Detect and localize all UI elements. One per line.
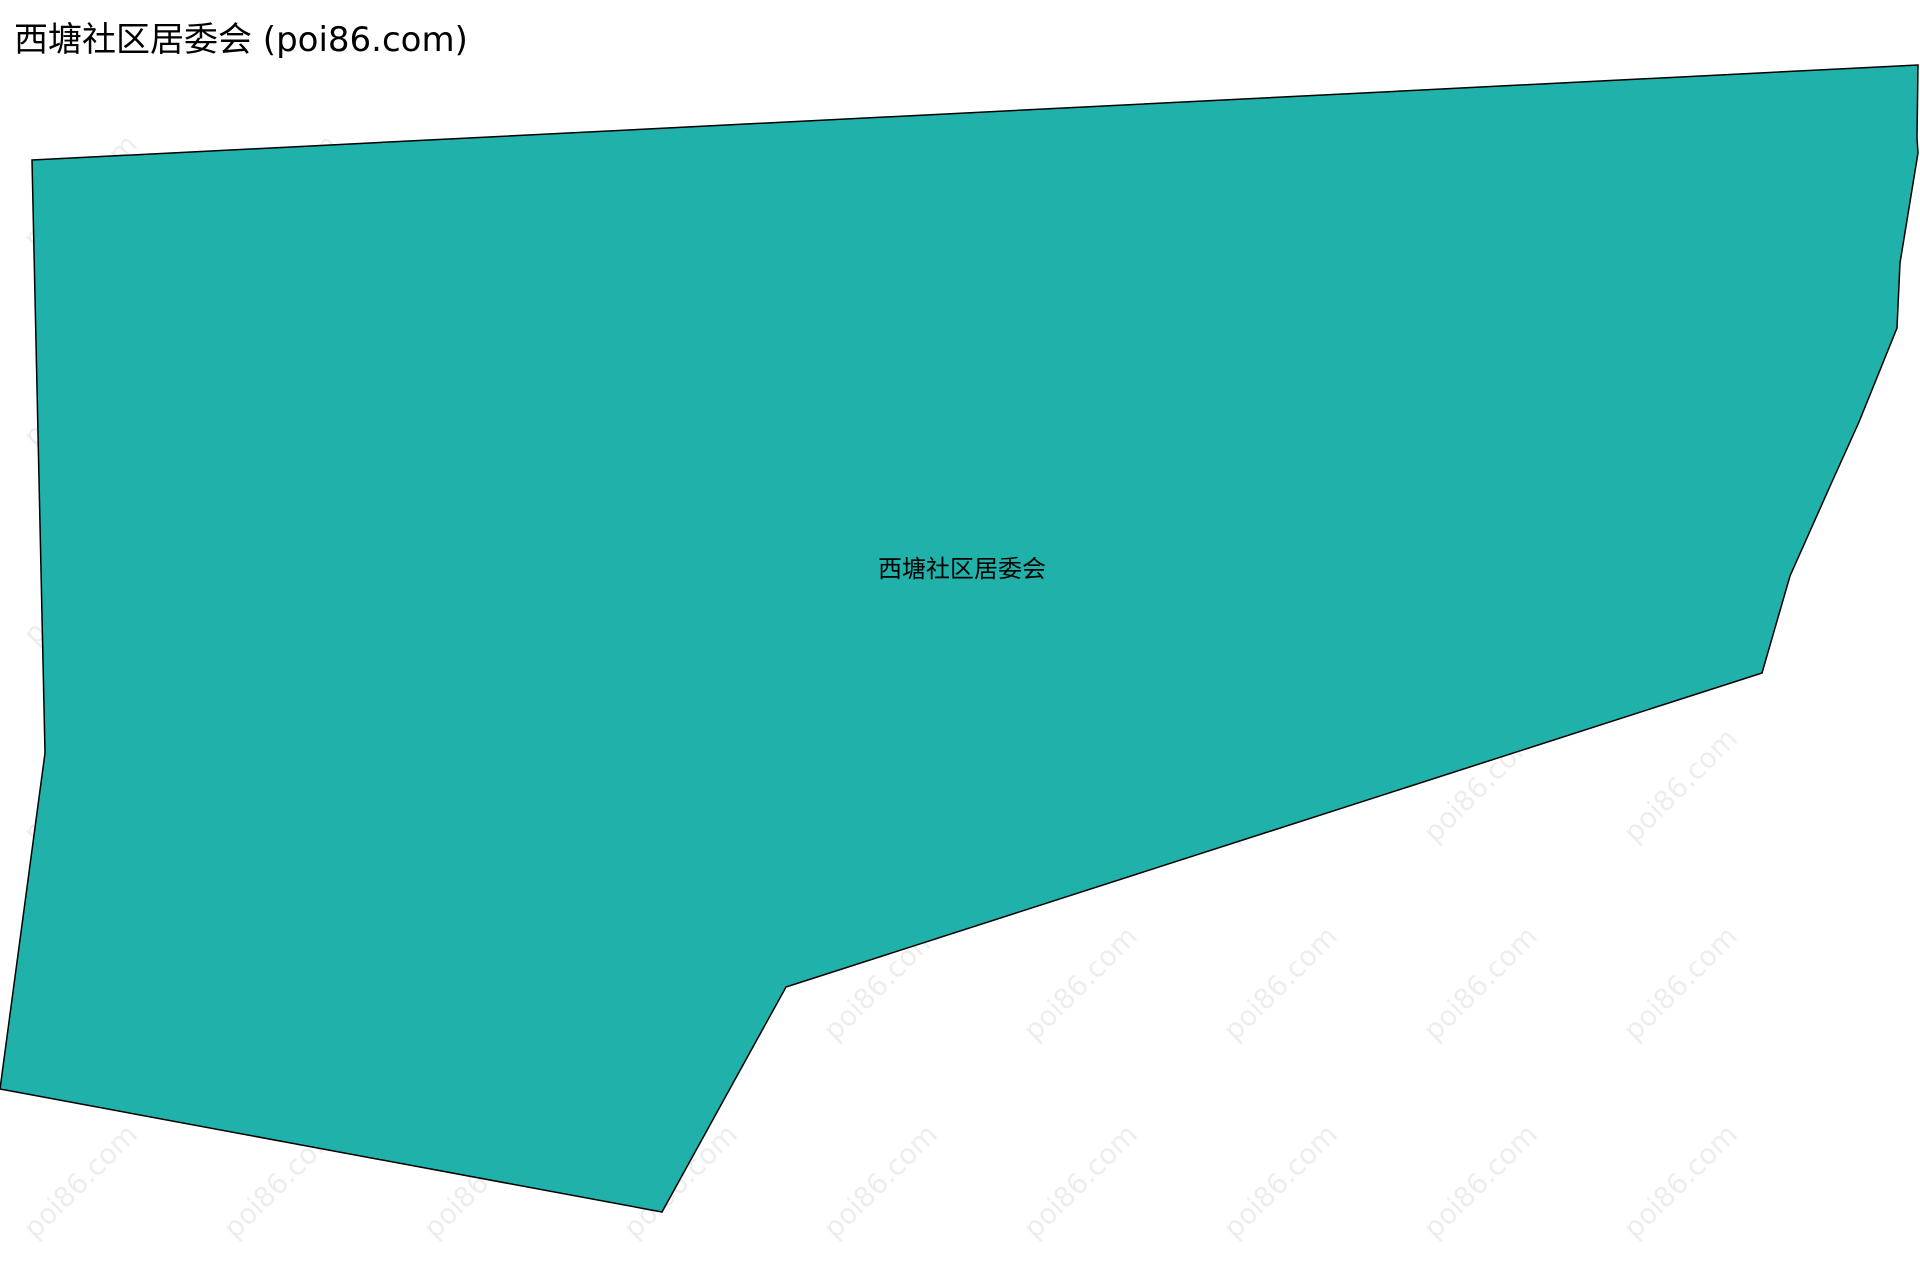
watermark-text: poi86.com (1017, 1118, 1144, 1245)
watermark-text: poi86.com (1617, 722, 1744, 849)
watermark-text: poi86.com (1417, 1118, 1544, 1245)
region-label: 西塘社区居委会 (878, 555, 1046, 583)
watermark-text: poi86.com (1617, 920, 1744, 1047)
watermark-text: poi86.com (1417, 920, 1544, 1047)
watermark-text: poi86.com (17, 1118, 144, 1245)
watermark-text: poi86.com (1217, 1118, 1344, 1245)
watermark-text: poi86.com (1017, 920, 1144, 1047)
page-title: 西塘社区居委会 (poi86.com) (14, 20, 468, 60)
watermark-text: poi86.com (1617, 1118, 1744, 1245)
watermark-text: poi86.com (817, 1118, 944, 1245)
region-polygon[interactable] (0, 64, 1919, 1213)
watermark-text: poi86.com (1217, 920, 1344, 1047)
